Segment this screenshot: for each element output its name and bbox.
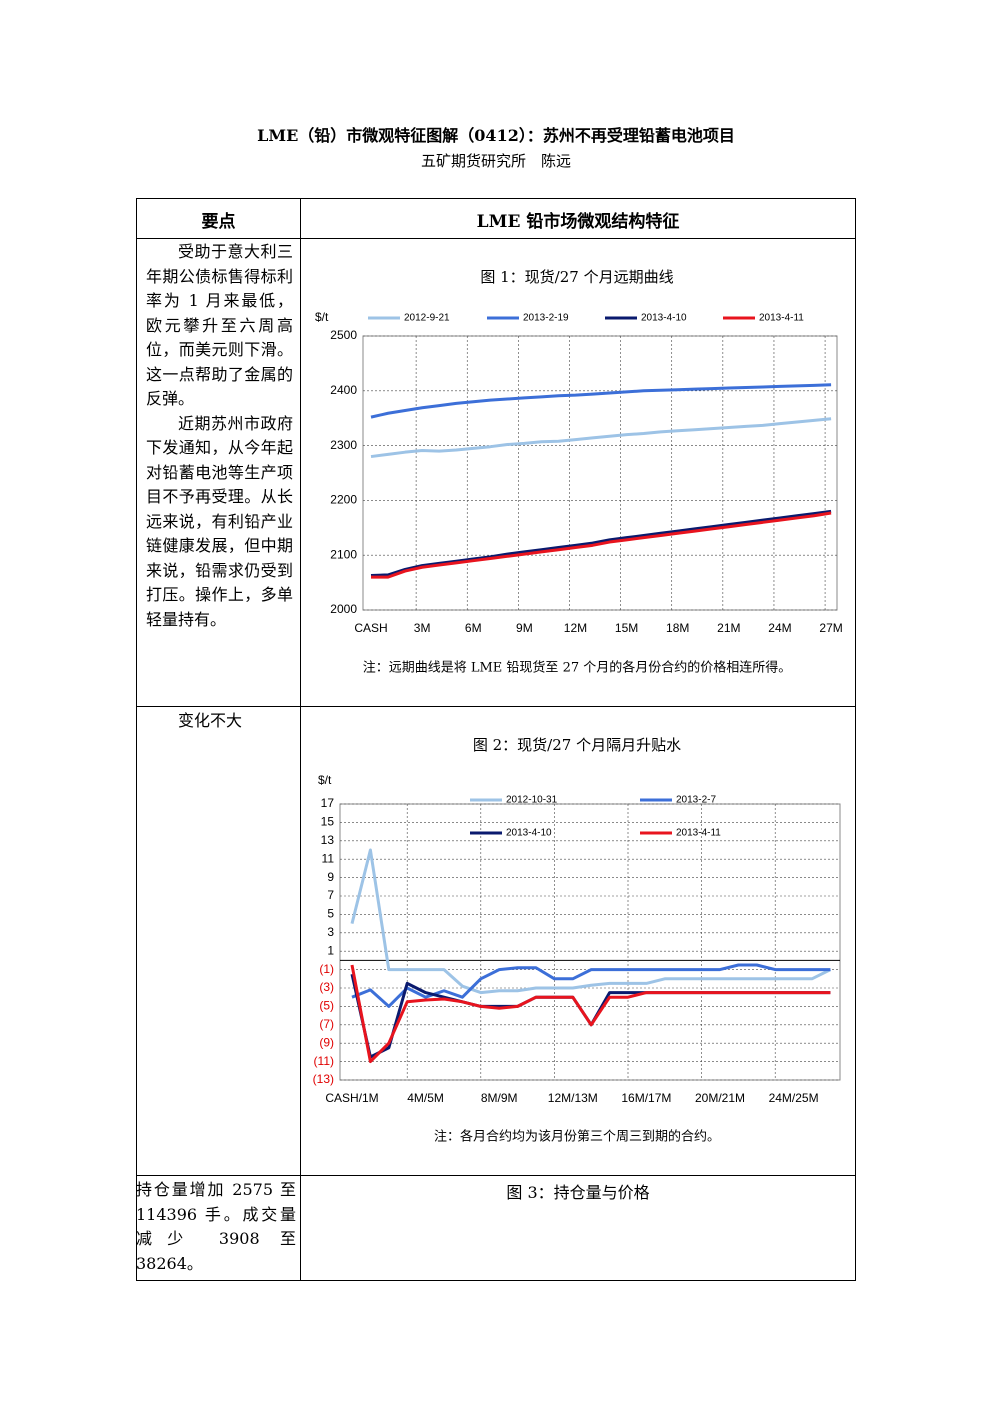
- chart-note: 注：远期曲线是将 LME 铅现货至 27 个月的各月份合约的价格相连所得。: [363, 660, 792, 676]
- y-tick-label: (9): [319, 1035, 334, 1049]
- figure-title: 图 3：持仓量与价格: [506, 1183, 650, 1202]
- author: 五矿期货研究所 陈远: [420, 152, 571, 170]
- legend-label: 2013-4-10: [641, 313, 687, 324]
- header-cell: 要点: [201, 212, 236, 232]
- series-line: [370, 509, 832, 577]
- y-tick-label: 2500: [330, 328, 357, 342]
- y-tick-label: 2400: [330, 383, 357, 397]
- y-tick-label: 3: [327, 925, 334, 939]
- x-tick-label: 21M: [717, 621, 740, 635]
- y-tick-label: 1: [327, 943, 334, 957]
- chart-note: 注：各月合约均为该月份第三个周三到期的合约。: [434, 1129, 720, 1145]
- x-tick-label: 12M: [564, 621, 587, 635]
- paragraph: 变化不大: [178, 711, 243, 730]
- y-tick-label: (3): [319, 980, 334, 994]
- x-tick-label: 27M: [819, 621, 842, 635]
- doc-title: LME（铅）市微观特征图解（0412）：苏州不再受理铅蓄电池项目: [257, 126, 735, 145]
- y-tick-label: 2000: [330, 602, 357, 616]
- y-tick-label: 7: [327, 888, 334, 902]
- x-tick-label: 3M: [414, 621, 431, 635]
- plot-frame: [362, 335, 838, 611]
- x-tick-label: 16M/17M: [621, 1091, 671, 1105]
- cell-text: 受助于意大利三年期公债标售得标利率为 1 月来最低，欧元攀升至六周高位，而美元则…: [146, 240, 293, 632]
- legend-label: 2013-2-19: [523, 313, 569, 324]
- plot-frame: [339, 803, 841, 1081]
- y-tick-label: (11): [314, 1054, 334, 1068]
- series-line: [350, 964, 831, 1064]
- y-tick-label: 2100: [330, 547, 357, 561]
- y-tick-label: 2300: [330, 438, 357, 452]
- y-tick-label: 13: [321, 833, 335, 847]
- paragraph: 受助于意大利三年期公债标售得标利率为 1 月来最低，欧元攀升至六周高位，而美元则…: [146, 242, 293, 408]
- legend-label: 2012-10-31: [506, 795, 558, 806]
- y-tick-label: (13): [313, 1072, 334, 1086]
- x-tick-label: CASH: [354, 621, 387, 635]
- y-tick-label: (1): [319, 962, 334, 976]
- legend-label: 2012-9-21: [404, 313, 450, 324]
- y-tick-label: 9: [327, 870, 334, 884]
- cell-text: 变化不大: [146, 709, 293, 734]
- legend-label: 2013-4-11: [759, 313, 804, 324]
- x-tick-label: 12M/13M: [548, 1091, 598, 1105]
- x-tick-label: 18M: [666, 621, 689, 635]
- y-tick-label: 11: [322, 851, 335, 865]
- legend-label: 2013-4-10: [506, 828, 552, 839]
- y-tick-label: 5: [327, 907, 334, 921]
- x-tick-label: CASH/1M: [325, 1091, 378, 1105]
- y-axis-label: $/t: [315, 310, 329, 324]
- series-line: [370, 417, 832, 459]
- x-tick-label: 6M: [465, 621, 482, 635]
- y-tick-label: (7): [319, 1017, 334, 1031]
- x-tick-label: 15M: [615, 621, 638, 635]
- x-tick-label: 4M/5M: [407, 1091, 444, 1105]
- chart-title: 图 2：现货/27 个月隔月升贴水: [473, 736, 681, 754]
- series-line: [371, 511, 832, 579]
- chart-title: 图 1：现货/27 个月远期曲线: [480, 268, 673, 286]
- x-tick-label: 20M/21M: [695, 1091, 745, 1105]
- series-line: [370, 383, 832, 419]
- paragraph: 持仓量增加 2575 至 114396 手。成交量减少 3908 至 38264…: [136, 1180, 296, 1273]
- y-tick-label: 17: [321, 796, 335, 810]
- legend-label: 2013-2-7: [676, 795, 716, 806]
- legend-label: 2013-4-11: [676, 828, 721, 839]
- table-cell: [300, 1175, 856, 1281]
- x-tick-label: 8M/9M: [481, 1091, 518, 1105]
- x-tick-label: 24M: [768, 621, 791, 635]
- y-tick-label: 15: [321, 815, 335, 829]
- x-tick-label: 9M: [516, 621, 533, 635]
- series-line: [350, 848, 832, 995]
- cell-text: 持仓量增加 2575 至 114396 手。成交量减少 3908 至 38264…: [136, 1178, 296, 1276]
- y-axis-label: $/t: [318, 773, 332, 787]
- y-tick-label: 2200: [330, 493, 357, 507]
- header-cell: LME 铅市场微观结构特征: [476, 212, 680, 232]
- x-tick-label: 24M/25M: [769, 1091, 819, 1105]
- y-tick-label: (5): [319, 999, 334, 1013]
- paragraph: 近期苏州市政府下发通知，从今年起对铅蓄电池等生产项目不予再受理。从长远来说，有利…: [146, 413, 293, 629]
